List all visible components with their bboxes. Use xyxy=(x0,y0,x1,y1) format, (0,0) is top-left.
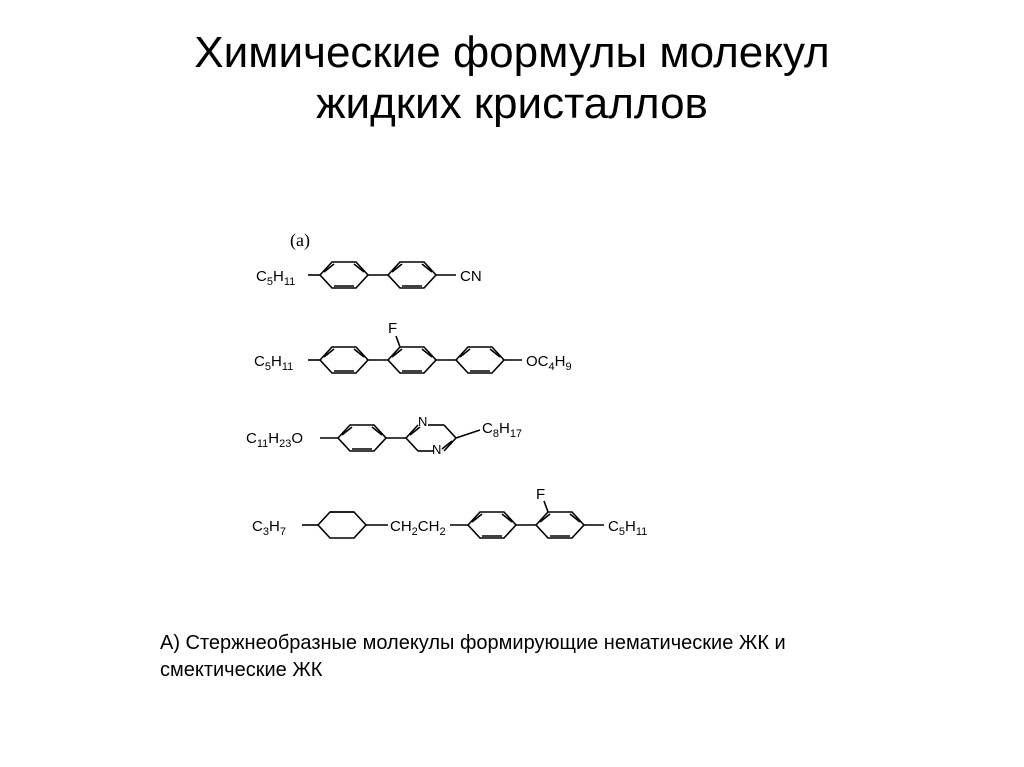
panel-label: (a) xyxy=(290,230,310,251)
molecule-1 xyxy=(260,250,580,300)
molecule-4 xyxy=(260,495,740,555)
mol2-right-label: OC4H9 xyxy=(526,353,572,373)
mol3-left-label: C11H23O xyxy=(246,430,303,450)
mol2-left-label: C5H11 xyxy=(254,353,293,373)
molecule-3 xyxy=(260,410,680,465)
mol4-f-label: F xyxy=(536,486,545,503)
mol3-n2-label: N xyxy=(432,442,441,457)
mol4-linker-label: CH2CH2 xyxy=(390,518,446,538)
mol3-right-label: C8H17 xyxy=(482,420,522,440)
mol3-n1-label: N xyxy=(418,414,427,429)
slide-title: Химические формулы молекул жидких криста… xyxy=(0,0,1024,129)
caption-text: А) Стержнеобразные молекулы формирующие … xyxy=(160,630,880,684)
mol4-right-label: C5H11 xyxy=(608,518,647,538)
mol1-left-label: C5H11 xyxy=(256,268,295,288)
molecule-2 xyxy=(260,330,700,385)
molecule-diagram: (a) C5H11 CN xyxy=(260,240,780,600)
mol1-right-label: CN xyxy=(460,268,482,285)
mol2-f-label: F xyxy=(388,320,397,337)
mol4-left-label: C3H7 xyxy=(252,518,286,538)
